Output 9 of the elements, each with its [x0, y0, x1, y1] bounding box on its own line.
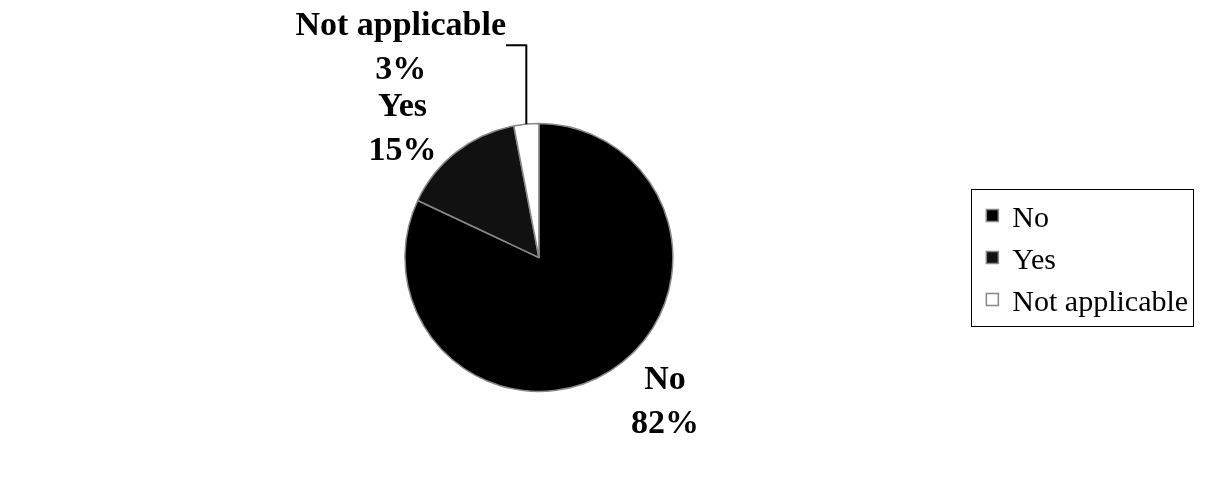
legend-label: No — [1012, 200, 1050, 234]
slice-label: Not applicable — [295, 4, 507, 42]
legend-label: Not applicable — [1012, 284, 1189, 318]
slice-label: Yes — [377, 85, 428, 123]
data-label: 15% — [368, 129, 437, 167]
data-label: 3% — [375, 48, 427, 86]
legend-label: Yes — [1012, 242, 1057, 276]
slice-label: No — [644, 358, 686, 396]
data-label: 82% — [630, 403, 699, 441]
